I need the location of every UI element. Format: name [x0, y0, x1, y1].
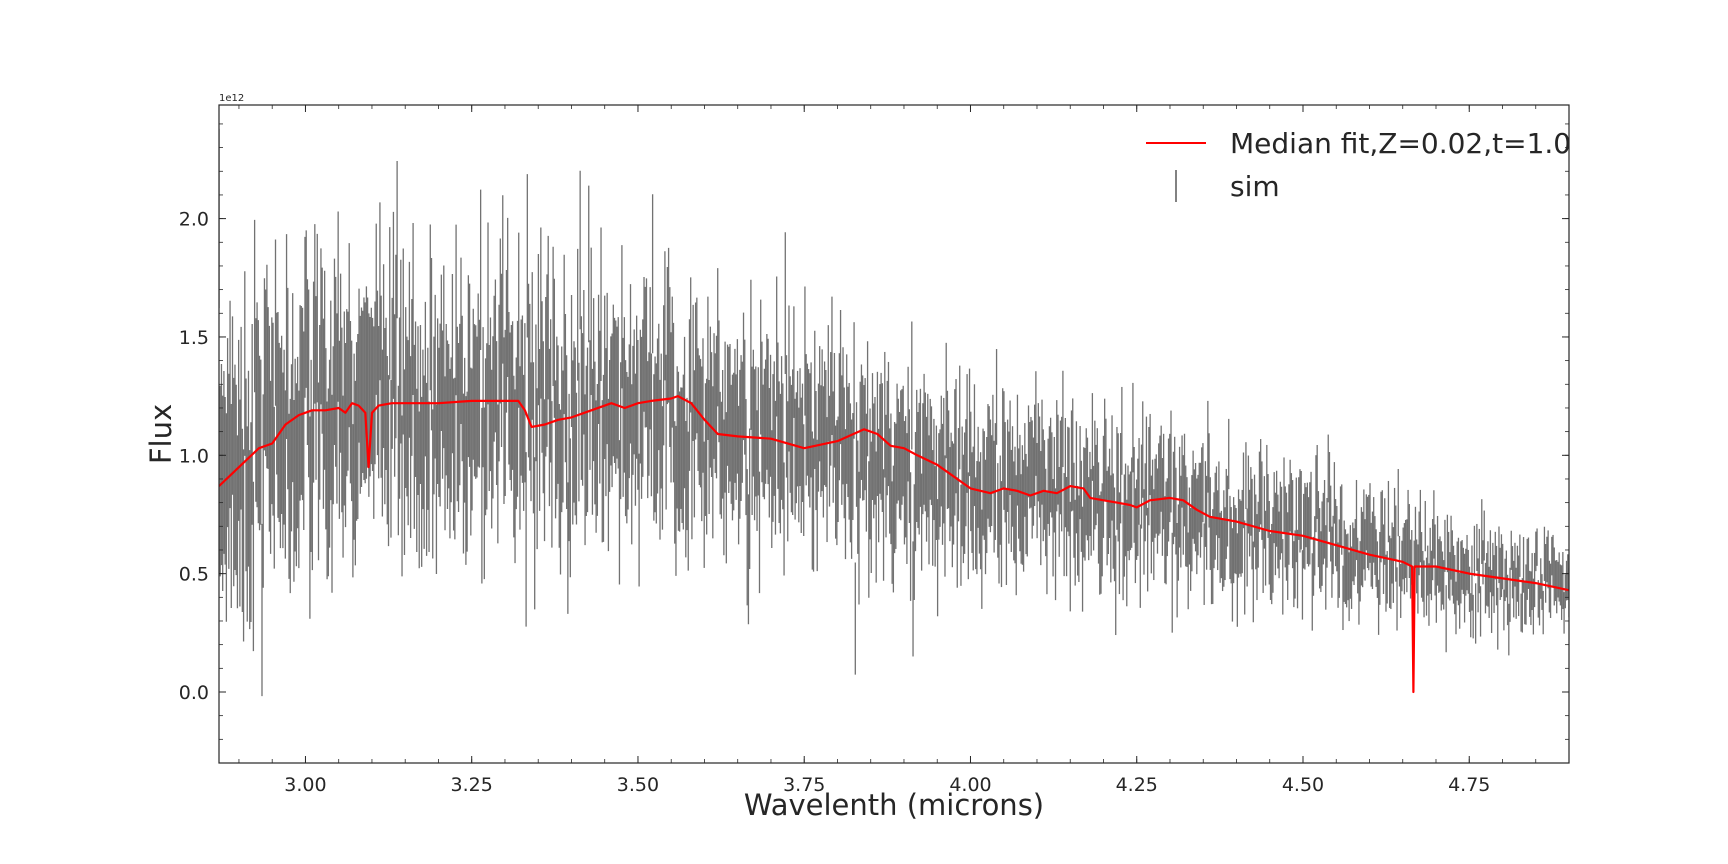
x-tick-label: 4.75	[1448, 774, 1490, 796]
x-tick-label: 4.00	[949, 774, 991, 796]
y-tick-label: 1.0	[179, 445, 209, 467]
x-tick-label: 3.00	[284, 774, 326, 796]
legend-sim-label: sim	[1230, 170, 1280, 203]
legend: Median fit,Z=0.02,t=1.0 sim	[1146, 127, 1571, 203]
x-tick-label: 3.25	[451, 774, 493, 796]
x-axis-label: Wavelenth (microns)	[744, 788, 1044, 822]
y-tick-label: 0.5	[179, 564, 209, 586]
x-tick-label: 4.50	[1282, 774, 1324, 796]
y-tick-label: 1.5	[179, 327, 209, 349]
median-fit-line	[219, 395, 1569, 694]
y-axis: 0.0 0.5 1.0 1.5 2.0	[179, 123, 1569, 740]
x-tick-label: 3.50	[617, 774, 659, 796]
y-tick-label: 2.0	[179, 209, 209, 231]
x-tick-label: 3.75	[783, 774, 825, 796]
y-tick-label: 0.0	[179, 682, 209, 704]
plot-frame	[218, 104, 1570, 764]
x-axis: 3.00 3.25 3.50 3.75 4.00 4.25 4.50 4.75	[238, 105, 1570, 796]
y-offset-label: 1e12	[219, 93, 244, 104]
plot-area	[219, 128, 1569, 697]
median-fit-series	[219, 395, 1569, 694]
y-axis-label: Flux	[144, 404, 178, 464]
x-tick-label: 4.25	[1116, 774, 1158, 796]
legend-fit-label: Median fit,Z=0.02,t=1.0	[1230, 127, 1571, 160]
